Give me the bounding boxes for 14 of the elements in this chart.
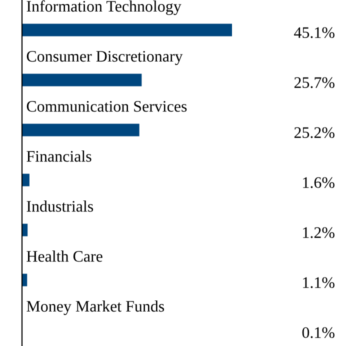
data-label: 1.1% — [303, 277, 334, 288]
data-label: 25.2% — [294, 127, 334, 138]
y-tick-label: Money Market Funds — [26, 300, 164, 315]
y-tick-label: Consumer Discretionary — [26, 50, 183, 65]
y-tick-label: Financials — [26, 150, 92, 162]
y-tick-label: Health Care — [26, 250, 102, 262]
data-label: 0.1% — [302, 327, 334, 338]
y-tick-label: Industrials — [26, 200, 94, 212]
data-label: 1.6% — [303, 177, 334, 188]
data-label: 45.1% — [294, 27, 334, 38]
data-label: 25.7% — [294, 77, 334, 88]
y-tick-label: Information Technology — [26, 0, 182, 15]
y-tick-label: Communication Services — [26, 101, 187, 112]
data-label: 1.2% — [303, 227, 334, 238]
